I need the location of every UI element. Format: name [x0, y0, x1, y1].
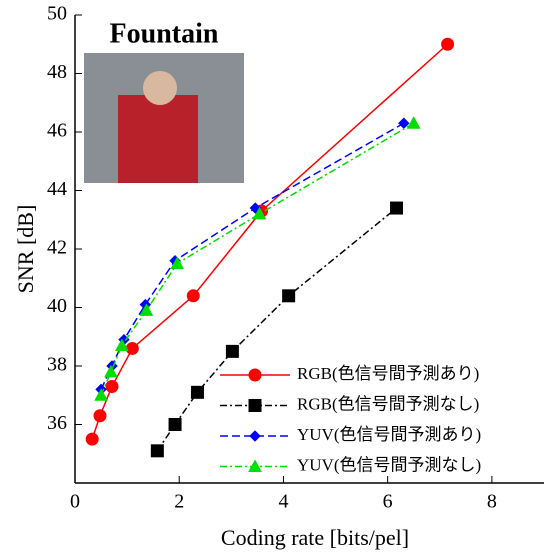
legend-label: YUV(色信号間予測あり)	[297, 425, 481, 444]
marker	[105, 379, 119, 393]
x-tick-label: 0	[70, 491, 80, 513]
series-line	[156, 207, 397, 452]
marker	[225, 344, 239, 358]
legend-label: RGB(色信号間予測あり)	[297, 364, 479, 383]
y-tick-label: 42	[47, 237, 67, 259]
y-tick-label: 38	[47, 354, 67, 376]
y-tick-label: 36	[47, 412, 67, 434]
x-tick-label: 6	[383, 491, 393, 513]
marker	[115, 338, 129, 352]
x-tick-label: 8	[487, 491, 497, 513]
marker	[170, 256, 184, 270]
marker	[104, 364, 118, 378]
marker	[168, 418, 182, 431]
marker	[150, 444, 164, 458]
y-tick-label: 44	[47, 178, 67, 200]
photo-face	[143, 71, 177, 105]
y-tick-label: 50	[47, 3, 67, 25]
x-tick-label: 4	[278, 491, 288, 513]
legend-marker	[248, 399, 262, 412]
marker	[93, 409, 107, 423]
marker	[125, 341, 139, 355]
legend-marker	[248, 459, 262, 472]
marker	[186, 289, 200, 303]
marker	[94, 388, 108, 401]
marker	[190, 385, 204, 399]
marker	[85, 432, 99, 446]
photo-figure	[118, 95, 198, 183]
legend-label: YUV(色信号間予測なし)	[297, 455, 481, 474]
marker	[282, 289, 296, 303]
legend-marker	[249, 430, 261, 442]
marker	[406, 116, 421, 129]
legend-marker	[248, 368, 262, 382]
x-axis-label: Coding rate [bits/pel]	[221, 525, 409, 550]
y-tick-label: 40	[47, 295, 67, 317]
marker	[139, 303, 154, 316]
y-axis-label: SNR [dB]	[13, 205, 38, 294]
chart-title: Fountain	[110, 18, 219, 49]
marker	[390, 201, 404, 215]
legend-label: RGB(色信号間予測なし)	[297, 394, 479, 413]
y-tick-label: 46	[47, 120, 67, 142]
plot-area	[85, 37, 455, 458]
x-tick-label: 2	[174, 491, 184, 513]
y-tick-label: 48	[47, 61, 67, 83]
marker	[441, 37, 455, 51]
marker	[252, 206, 267, 220]
